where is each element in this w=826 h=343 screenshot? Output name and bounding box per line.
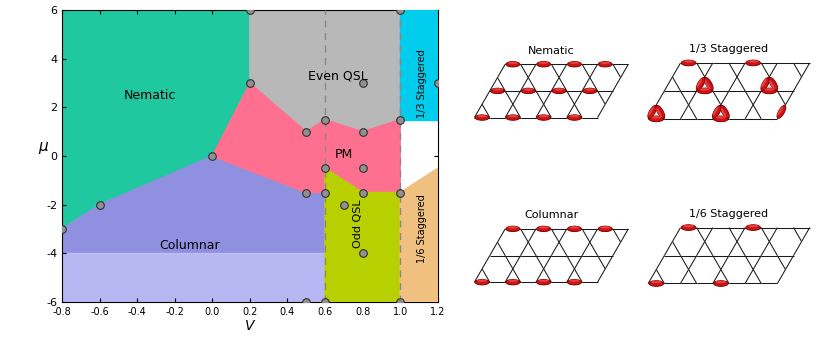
Ellipse shape (567, 280, 582, 285)
Ellipse shape (656, 108, 662, 117)
Ellipse shape (601, 61, 610, 64)
Title: Nematic: Nematic (528, 46, 575, 56)
Ellipse shape (537, 280, 551, 285)
Ellipse shape (491, 88, 505, 94)
Ellipse shape (506, 280, 520, 285)
Ellipse shape (700, 88, 710, 91)
Ellipse shape (537, 226, 551, 232)
Ellipse shape (748, 225, 758, 227)
Text: Even QSL: Even QSL (308, 69, 368, 82)
Ellipse shape (539, 226, 548, 228)
Polygon shape (212, 83, 401, 192)
Ellipse shape (506, 115, 520, 120)
Title: 1/6 Staggered: 1/6 Staggered (690, 209, 768, 219)
Ellipse shape (569, 280, 580, 282)
Ellipse shape (651, 281, 662, 283)
Ellipse shape (705, 80, 710, 89)
Y-axis label: $\mu$: $\mu$ (37, 140, 49, 156)
Text: 1/3 Staggered: 1/3 Staggered (417, 49, 427, 118)
Ellipse shape (649, 281, 663, 286)
Ellipse shape (523, 88, 534, 91)
Ellipse shape (713, 105, 721, 118)
Ellipse shape (508, 280, 518, 282)
X-axis label: $V$: $V$ (244, 319, 256, 333)
Ellipse shape (714, 281, 729, 286)
Text: Nematic: Nematic (124, 89, 177, 102)
Title: 1/3 Staggered: 1/3 Staggered (690, 44, 768, 54)
Ellipse shape (761, 78, 770, 90)
Ellipse shape (506, 226, 520, 232)
Polygon shape (62, 253, 325, 302)
Ellipse shape (583, 88, 596, 94)
Ellipse shape (475, 115, 489, 120)
Ellipse shape (492, 88, 502, 91)
Ellipse shape (746, 225, 761, 230)
Ellipse shape (585, 88, 595, 91)
Ellipse shape (696, 79, 702, 88)
Ellipse shape (715, 116, 726, 118)
Ellipse shape (683, 60, 694, 62)
Ellipse shape (554, 88, 564, 91)
Ellipse shape (714, 116, 729, 122)
Text: Odd QSL: Odd QSL (353, 200, 363, 248)
Ellipse shape (537, 61, 551, 67)
Polygon shape (62, 10, 250, 229)
Ellipse shape (713, 106, 719, 116)
Text: Columnar: Columnar (159, 239, 220, 252)
Polygon shape (401, 10, 438, 120)
Polygon shape (401, 168, 438, 302)
Ellipse shape (762, 88, 776, 94)
Ellipse shape (777, 105, 786, 118)
Polygon shape (325, 168, 401, 302)
Ellipse shape (656, 105, 665, 118)
Ellipse shape (569, 226, 580, 228)
Polygon shape (250, 10, 401, 132)
Ellipse shape (777, 106, 783, 116)
Ellipse shape (567, 226, 582, 232)
Title: Columnar: Columnar (525, 210, 578, 221)
Ellipse shape (506, 61, 520, 67)
Ellipse shape (508, 115, 518, 117)
Ellipse shape (539, 280, 548, 282)
Ellipse shape (769, 78, 778, 90)
Ellipse shape (721, 108, 726, 117)
Ellipse shape (598, 61, 612, 67)
Ellipse shape (537, 115, 551, 120)
Ellipse shape (508, 61, 518, 64)
Ellipse shape (696, 78, 705, 90)
Ellipse shape (598, 226, 612, 232)
Ellipse shape (508, 226, 518, 228)
Ellipse shape (567, 115, 582, 120)
Text: PM: PM (335, 149, 353, 161)
Ellipse shape (539, 115, 548, 117)
Ellipse shape (567, 61, 582, 67)
Ellipse shape (648, 106, 653, 116)
Ellipse shape (681, 225, 695, 230)
Ellipse shape (569, 61, 580, 64)
Ellipse shape (601, 226, 610, 228)
Ellipse shape (651, 116, 662, 118)
Ellipse shape (764, 88, 775, 91)
Ellipse shape (720, 105, 729, 118)
Ellipse shape (681, 60, 695, 66)
Ellipse shape (715, 281, 726, 283)
Ellipse shape (477, 115, 487, 117)
Ellipse shape (475, 280, 489, 285)
Ellipse shape (683, 225, 694, 227)
Text: 1/6 Staggered: 1/6 Staggered (417, 194, 427, 263)
Ellipse shape (697, 88, 712, 94)
Ellipse shape (477, 280, 487, 282)
Ellipse shape (761, 79, 767, 88)
Ellipse shape (746, 60, 761, 66)
Ellipse shape (649, 116, 663, 122)
Ellipse shape (539, 61, 548, 64)
Ellipse shape (705, 78, 713, 90)
Ellipse shape (569, 115, 580, 117)
Ellipse shape (521, 88, 535, 94)
Ellipse shape (648, 105, 657, 118)
Ellipse shape (748, 60, 758, 62)
Polygon shape (62, 156, 325, 302)
Ellipse shape (552, 88, 566, 94)
Ellipse shape (769, 80, 775, 89)
